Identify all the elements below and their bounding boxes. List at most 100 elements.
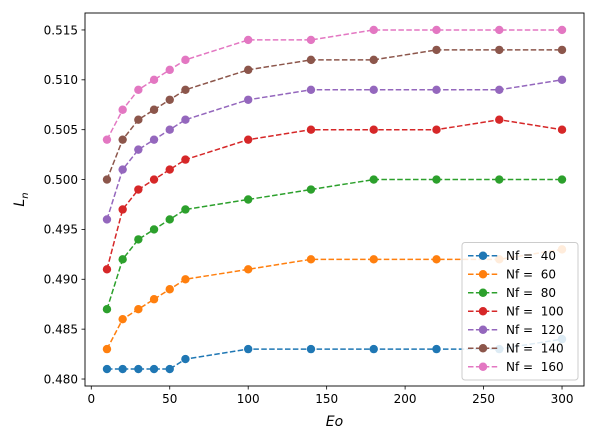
y-tick-label: 0.495 [44, 223, 78, 237]
data-point [134, 364, 143, 374]
x-tick-label: 0 [87, 392, 95, 406]
series-5 [102, 75, 567, 224]
data-point [134, 235, 143, 244]
data-point [149, 135, 159, 144]
data-point [495, 175, 504, 184]
data-point [181, 85, 190, 94]
data-point [149, 225, 159, 234]
data-point [149, 75, 159, 85]
y-tick-label: 0.500 [44, 173, 78, 187]
data-point [102, 305, 112, 314]
data-point [165, 364, 174, 374]
data-point [369, 255, 378, 264]
data-point [557, 25, 567, 35]
data-point [243, 344, 253, 354]
data-point [181, 275, 190, 284]
data-point [432, 175, 441, 184]
data-point [432, 25, 441, 35]
data-point [557, 175, 567, 184]
data-point [165, 285, 174, 294]
data-point [181, 155, 190, 164]
y-axis-title-subscript: n [20, 192, 31, 198]
data-point [306, 185, 316, 194]
data-point [432, 125, 441, 134]
data-point [149, 175, 159, 184]
data-point [149, 364, 159, 374]
series-line [106, 79, 563, 220]
legend-item: Nf = 60 [468, 268, 556, 282]
plot-frame [84, 12, 585, 387]
series-6 [102, 45, 567, 184]
y-tick-label: 0.490 [44, 273, 78, 287]
data-point [369, 55, 378, 65]
data-point [243, 195, 253, 204]
data-point [432, 85, 441, 94]
data-point [306, 55, 316, 65]
data-point [102, 265, 112, 274]
legend-marker [478, 362, 488, 371]
data-point [306, 255, 316, 264]
data-point [102, 175, 112, 184]
data-point [495, 45, 504, 55]
data-point [165, 165, 174, 174]
data-point [181, 115, 190, 124]
data-point [165, 215, 174, 224]
x-tick-label: 200 [394, 392, 417, 406]
data-point [102, 364, 112, 374]
data-point [557, 75, 567, 85]
data-point [243, 135, 253, 144]
data-point [165, 65, 174, 75]
data-point [134, 85, 143, 94]
legend-item: Nf = 140 [468, 342, 564, 356]
data-point [495, 115, 504, 124]
data-point [432, 45, 441, 55]
data-point [306, 344, 316, 354]
legend-label: Nf = 100 [506, 305, 564, 319]
data-point [181, 205, 190, 214]
data-point [134, 305, 143, 314]
data-point [369, 175, 378, 184]
data-point [243, 95, 253, 104]
data-point [181, 354, 190, 364]
data-point [369, 85, 378, 94]
data-point [495, 25, 504, 35]
data-point [369, 125, 378, 134]
series-line [106, 49, 563, 180]
data-point [181, 55, 190, 65]
data-point [118, 105, 127, 114]
data-point [165, 125, 174, 134]
x-tick-label: 250 [472, 392, 495, 406]
series-2 [102, 245, 567, 354]
data-point [118, 314, 127, 324]
y-axis-title: Ln [12, 192, 31, 206]
legend: Nf = 40 Nf = 60 Nf = 80 Nf = 100 Nf = 120 Nf … [461, 242, 579, 381]
data-point [102, 215, 112, 224]
legend-item: Nf = 80 [468, 286, 556, 300]
legend-label: Nf = 160 [506, 360, 564, 374]
series-line [106, 29, 563, 141]
x-tick-label: 50 [162, 392, 177, 406]
data-point [118, 135, 127, 144]
data-point [369, 25, 378, 35]
data-point [243, 35, 253, 45]
data-point [134, 145, 143, 154]
y-tick-label: 0.505 [44, 123, 78, 137]
data-point [134, 115, 143, 124]
data-point [134, 185, 143, 194]
data-point [432, 255, 441, 264]
data-point [118, 205, 127, 214]
legend-label: Nf = 140 [506, 342, 564, 356]
legend-label: Nf = 120 [506, 323, 564, 337]
x-axis: 0 50 100 150 200 250 300 [87, 386, 573, 406]
data-point [306, 125, 316, 134]
data-point [118, 255, 127, 264]
data-point [102, 344, 112, 354]
data-point [118, 364, 127, 374]
data-point [369, 344, 378, 354]
x-tick-label: 150 [315, 392, 338, 406]
legend-marker [478, 288, 488, 297]
legend-marker [478, 325, 488, 334]
data-point [118, 165, 127, 174]
legend-item: Nf = 100 [468, 305, 564, 319]
